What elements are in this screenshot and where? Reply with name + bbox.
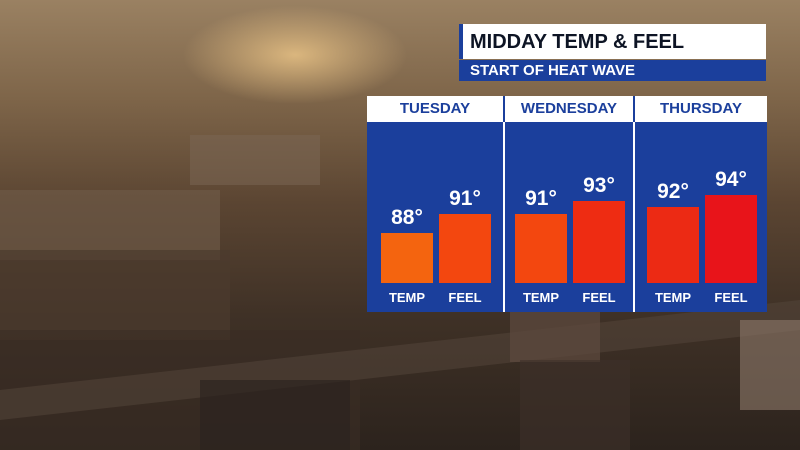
value-label-temp-wednesday: 91° [525,186,557,210]
chart-subtitle: START OF HEAT WAVE [470,62,635,79]
day-label-thursday: THURSDAY [660,100,742,117]
value-label-feel-wednesday: 93° [583,174,615,198]
value-label-feel-thursday: 94° [715,167,747,191]
value-label-temp-tuesday: 88° [391,205,423,229]
title-accent [459,24,463,59]
day-header-thursday: THURSDAY [635,96,767,122]
series-label-temp-tuesday: TEMP [388,290,426,305]
series-label-feel-tuesday: FEEL [448,290,482,305]
bar-temp-thursday [647,207,699,283]
series-label-temp-thursday: TEMP [654,290,692,305]
bar-temp-tuesday [381,232,433,283]
value-label-feel-tuesday: 91° [449,186,481,210]
bar-feel-tuesday [439,213,491,283]
day-header-tuesday: TUESDAY [367,96,503,122]
chart-panel [367,96,767,312]
bar-feel-wednesday [573,201,625,283]
series-label-feel-thursday: FEEL [714,290,748,305]
day-header-wednesday: WEDNESDAY [505,96,633,122]
chart-title-box: MIDDAY TEMP & FEEL [459,24,766,59]
day-label-wednesday: WEDNESDAY [520,100,618,117]
bar-feel-thursday [705,194,757,283]
bar-temp-wednesday [515,213,567,283]
chart-subtitle-box: START OF HEAT WAVE [459,60,766,81]
series-label-feel-wednesday: FEEL [582,290,616,305]
chart-title: MIDDAY TEMP & FEEL [470,31,685,53]
column-divider [503,122,505,312]
column-divider [633,122,635,312]
series-label-temp-wednesday: TEMP [522,290,560,305]
day-label-tuesday: TUESDAY [399,100,471,117]
value-label-temp-thursday: 92° [657,180,689,204]
